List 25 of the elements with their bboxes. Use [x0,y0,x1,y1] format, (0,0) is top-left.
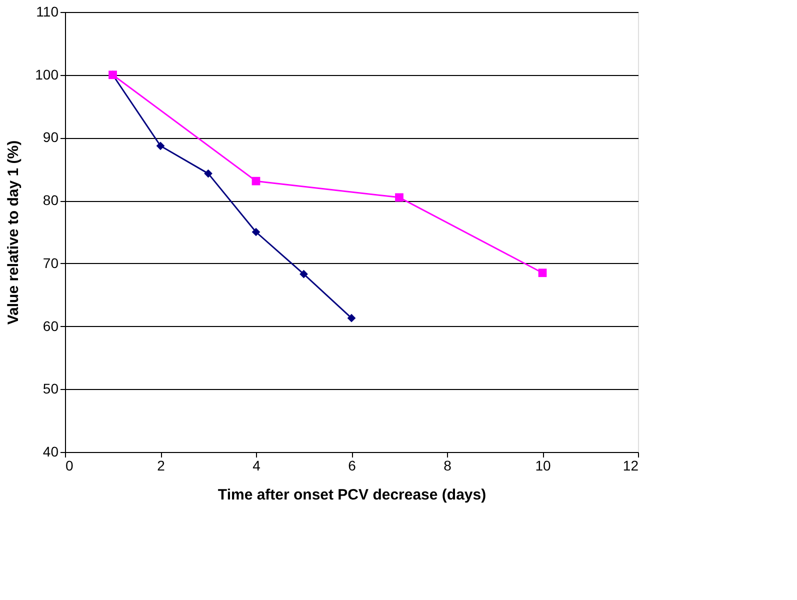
x-tick-label: 6 [348,458,356,474]
y-tick-label: 70 [42,254,59,271]
x-axis-title: Time after onset PCV decrease (days) [218,486,486,504]
x-tick-label: 10 [535,458,551,474]
point [252,176,260,186]
x-tick-label: 8 [444,458,452,474]
point [156,142,165,150]
y-tick-label: 110 [36,4,59,20]
y-axis-title: Value relative to day 1 (%) [5,140,22,325]
x-tick-label: 4 [252,458,261,474]
point [538,268,547,278]
point [252,228,260,236]
x-tick-label: 12 [622,458,639,474]
y-tick-label: 50 [42,380,59,397]
y-tick-label: 60 [42,318,59,334]
point [395,193,404,202]
y-tick-label: 40 [42,444,59,460]
x-tick-label: 0 [66,458,74,474]
point [300,270,308,278]
x-tick-label: 2 [157,458,166,474]
y-tick-label: 80 [42,192,59,208]
point [204,169,212,178]
y-tick-label: 90 [42,129,59,146]
point [347,314,356,322]
y-tick-label: 100 [35,66,59,82]
